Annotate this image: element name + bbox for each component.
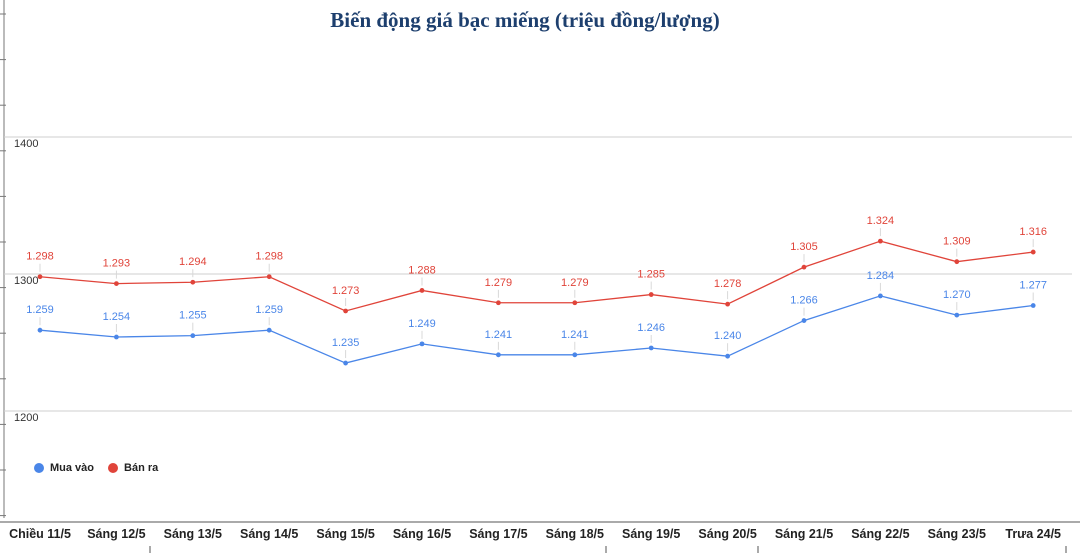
data-label: 1.235 (332, 337, 360, 349)
data-point (1030, 303, 1036, 308)
data-point (725, 301, 730, 307)
data-label: 1.259 (26, 304, 54, 316)
series-line-0 (39, 295, 1034, 364)
data-point (190, 279, 196, 285)
x-tick-label: Sáng 17/5 (469, 527, 527, 541)
data-point (343, 360, 348, 366)
series-line-1 (39, 240, 1034, 312)
x-tick-label: Sáng 21/5 (775, 527, 833, 541)
data-point (954, 259, 960, 265)
data-point (954, 312, 960, 318)
legend-dot-buy (34, 463, 44, 473)
x-tick-label: Sáng 16/5 (393, 527, 451, 541)
data-point (572, 352, 578, 358)
data-label: 1.259 (255, 304, 283, 316)
legend-label-sell: Bán ra (124, 462, 159, 474)
data-point (114, 281, 119, 286)
data-label: 1.309 (943, 236, 971, 248)
data-label: 1.305 (790, 241, 818, 253)
data-label: 1.270 (943, 289, 971, 301)
x-tick-label: Sáng 23/5 (928, 527, 986, 541)
data-point (648, 292, 654, 297)
data-point (878, 293, 883, 299)
data-label: 1.241 (485, 329, 513, 341)
data-point (496, 300, 501, 306)
legend-item-buy: Mua vào (34, 462, 94, 474)
data-label: 1.298 (255, 251, 283, 263)
chart-legend: Mua vào Bán ra (34, 462, 158, 474)
data-label: 1.285 (637, 269, 665, 281)
data-point (801, 264, 807, 270)
data-label: 1.288 (408, 264, 436, 276)
x-tick-label: Sáng 14/5 (240, 527, 298, 541)
x-tick-label: Sáng 20/5 (698, 527, 756, 541)
data-label: 1.279 (485, 277, 513, 289)
data-point (37, 274, 43, 280)
y-tick-label: 1400 (14, 138, 38, 150)
y-tick-label: 1200 (14, 412, 38, 424)
data-point (572, 300, 578, 306)
data-label: 1.324 (867, 215, 895, 227)
data-point (419, 341, 425, 347)
x-tick-label: Sáng 13/5 (164, 527, 222, 541)
legend-dot-sell (108, 463, 119, 473)
data-label: 1.254 (103, 311, 131, 323)
data-point (266, 327, 272, 333)
data-label: 1.284 (867, 270, 895, 282)
x-tick-label: Sáng 22/5 (851, 527, 909, 541)
legend-label-buy: Mua vào (50, 462, 95, 474)
data-label: 1.298 (26, 251, 54, 263)
data-label: 1.266 (790, 295, 818, 307)
data-point (114, 334, 119, 340)
data-label: 1.273 (332, 285, 360, 297)
data-label: 1.279 (561, 277, 589, 289)
data-point (648, 345, 654, 351)
data-point (1030, 249, 1036, 255)
data-label: 1.294 (179, 256, 207, 268)
x-tick-label: Sáng 12/5 (87, 527, 145, 541)
data-point (801, 318, 807, 323)
data-label: 1.278 (714, 278, 742, 290)
data-point (37, 327, 43, 333)
data-point (266, 274, 272, 280)
data-label: 1.241 (561, 329, 589, 341)
data-point (343, 308, 348, 314)
data-label: 1.249 (408, 318, 436, 330)
x-tick-label: Sáng 19/5 (622, 527, 680, 541)
chart-title: Biến động giá bạc miếng (triệu đồng/lượn… (330, 8, 720, 32)
data-label: 1.255 (179, 310, 207, 322)
legend-item-sell: Bán ra (108, 462, 158, 474)
data-label: 1.277 (1019, 280, 1047, 292)
x-tick-label: Trưa 24/5 (1005, 527, 1061, 541)
x-tick-label: Sáng 15/5 (316, 527, 374, 541)
x-tick-label: Chiều 11/5 (9, 527, 71, 541)
data-label: 1.246 (637, 322, 665, 334)
data-point (878, 238, 883, 244)
data-point (190, 333, 196, 339)
data-point (725, 353, 730, 359)
x-tick-label: Sáng 18/5 (546, 527, 604, 541)
data-label: 1.293 (103, 258, 131, 270)
data-label: 1.316 (1019, 226, 1047, 238)
y-tick-label: 1300 (14, 275, 38, 287)
data-point (496, 352, 501, 358)
data-point (419, 288, 425, 293)
data-label: 1.240 (714, 330, 742, 342)
